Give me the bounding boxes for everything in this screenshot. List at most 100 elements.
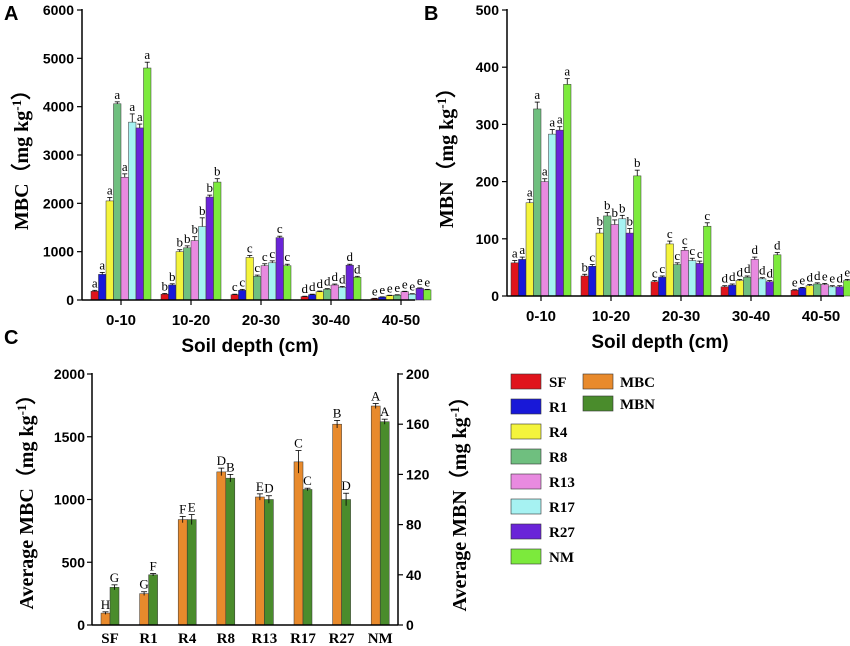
bar <box>750 259 759 297</box>
significance-letter: D <box>264 481 273 496</box>
bar <box>143 67 152 301</box>
y-tick-label: 500 <box>62 554 86 570</box>
significance-letter: B <box>333 405 342 420</box>
significance-letter: d <box>347 249 354 264</box>
significance-letter: d <box>744 261 751 276</box>
bar <box>253 276 262 301</box>
bar <box>533 108 542 297</box>
y-tick-label: 1500 <box>54 429 85 445</box>
y-tick-label: 0 <box>66 292 74 308</box>
significance-letter: b <box>199 203 206 218</box>
bar <box>120 176 129 301</box>
legend-swatch <box>510 523 542 540</box>
bar <box>275 237 284 301</box>
bar <box>293 461 304 626</box>
significance-letter: c <box>589 250 595 265</box>
bar <box>230 294 239 301</box>
bar <box>216 471 227 626</box>
legend-label: R4 <box>549 425 568 441</box>
bar <box>302 489 313 626</box>
bar <box>798 287 807 297</box>
y-tick-label: 0 <box>491 288 499 304</box>
bar <box>315 291 324 301</box>
bar <box>633 175 642 297</box>
bar <box>198 226 207 301</box>
bar <box>264 499 274 626</box>
bar <box>603 215 612 297</box>
y-tick-label: 400 <box>476 59 500 75</box>
significance-letter: e <box>409 279 415 294</box>
significance-letter: e <box>402 276 408 291</box>
bar <box>610 224 619 297</box>
bar <box>720 286 729 297</box>
bar <box>835 286 844 297</box>
bar <box>540 181 549 297</box>
y-tick-label: 3000 <box>43 147 74 163</box>
category-label: 30-40 <box>732 308 770 325</box>
bar <box>379 421 390 626</box>
significance-letter: F <box>149 559 156 574</box>
significance-letter: c <box>704 208 710 223</box>
bar <box>100 612 111 626</box>
legend: SF R1 R4 R8 R13 R17 R27 NM MBC MBN <box>510 373 655 566</box>
significance-letter: G <box>139 577 148 592</box>
significance-letter: F <box>179 501 186 516</box>
y-tick-label: 300 <box>476 116 500 132</box>
y-tick-label: 200 <box>406 366 430 382</box>
y-tick-label: 160 <box>406 416 430 432</box>
bar <box>205 196 214 301</box>
bar <box>588 266 597 297</box>
bar <box>245 257 254 301</box>
category-label: 20-30 <box>242 312 280 329</box>
y-tick-label: 0 <box>77 617 85 633</box>
significance-letter: b <box>597 214 604 229</box>
bar <box>135 127 144 301</box>
category-label: R1 <box>139 631 157 646</box>
bar <box>168 284 177 301</box>
significance-letter: a <box>144 47 150 62</box>
y-tick-label: 40 <box>406 567 422 583</box>
bar <box>680 249 689 297</box>
significance-letter: e <box>387 280 393 295</box>
bar <box>423 289 432 301</box>
significance-letter: b <box>634 155 641 170</box>
significance-letter: c <box>277 221 283 236</box>
significance-letter: d <box>752 242 759 257</box>
category-label: R4 <box>178 631 197 646</box>
significance-letter: d <box>317 276 324 291</box>
bar <box>105 200 114 301</box>
significance-letter: d <box>354 261 361 276</box>
significance-letter: a <box>512 246 518 261</box>
category-label: 10-20 <box>592 308 630 325</box>
significance-letter: a <box>122 159 128 174</box>
significance-letter: c <box>689 243 695 258</box>
legend-label: MBN <box>620 397 655 413</box>
legend-swatch <box>510 548 542 565</box>
significance-letter: c <box>239 274 245 289</box>
bar <box>828 286 837 297</box>
bar <box>225 477 236 626</box>
significance-letter: a <box>129 99 135 114</box>
panel-c-right-y-label: Average MBN（mg kg-1） <box>447 387 472 612</box>
significance-letter: c <box>674 248 680 263</box>
legend-label: R8 <box>549 450 567 466</box>
bar <box>820 284 829 297</box>
bar <box>113 103 122 301</box>
y-tick-label: 1000 <box>54 492 85 508</box>
panel-b-x-label: Soil depth (cm) <box>591 332 728 353</box>
significance-letter: a <box>557 112 563 127</box>
category-label: R27 <box>329 631 355 646</box>
y-tick-label: 2000 <box>54 366 85 382</box>
significance-letter: b <box>612 205 619 220</box>
y-tick-label: 200 <box>476 174 500 190</box>
significance-letter: B <box>226 459 235 474</box>
bar <box>703 225 712 297</box>
bar <box>148 574 158 626</box>
legend-label: R17 <box>549 500 575 516</box>
significance-letter: d <box>302 281 309 296</box>
category-label: R13 <box>251 631 277 646</box>
bar <box>555 129 564 297</box>
legend-label: NM <box>549 550 574 566</box>
significance-letter: e <box>424 274 430 289</box>
